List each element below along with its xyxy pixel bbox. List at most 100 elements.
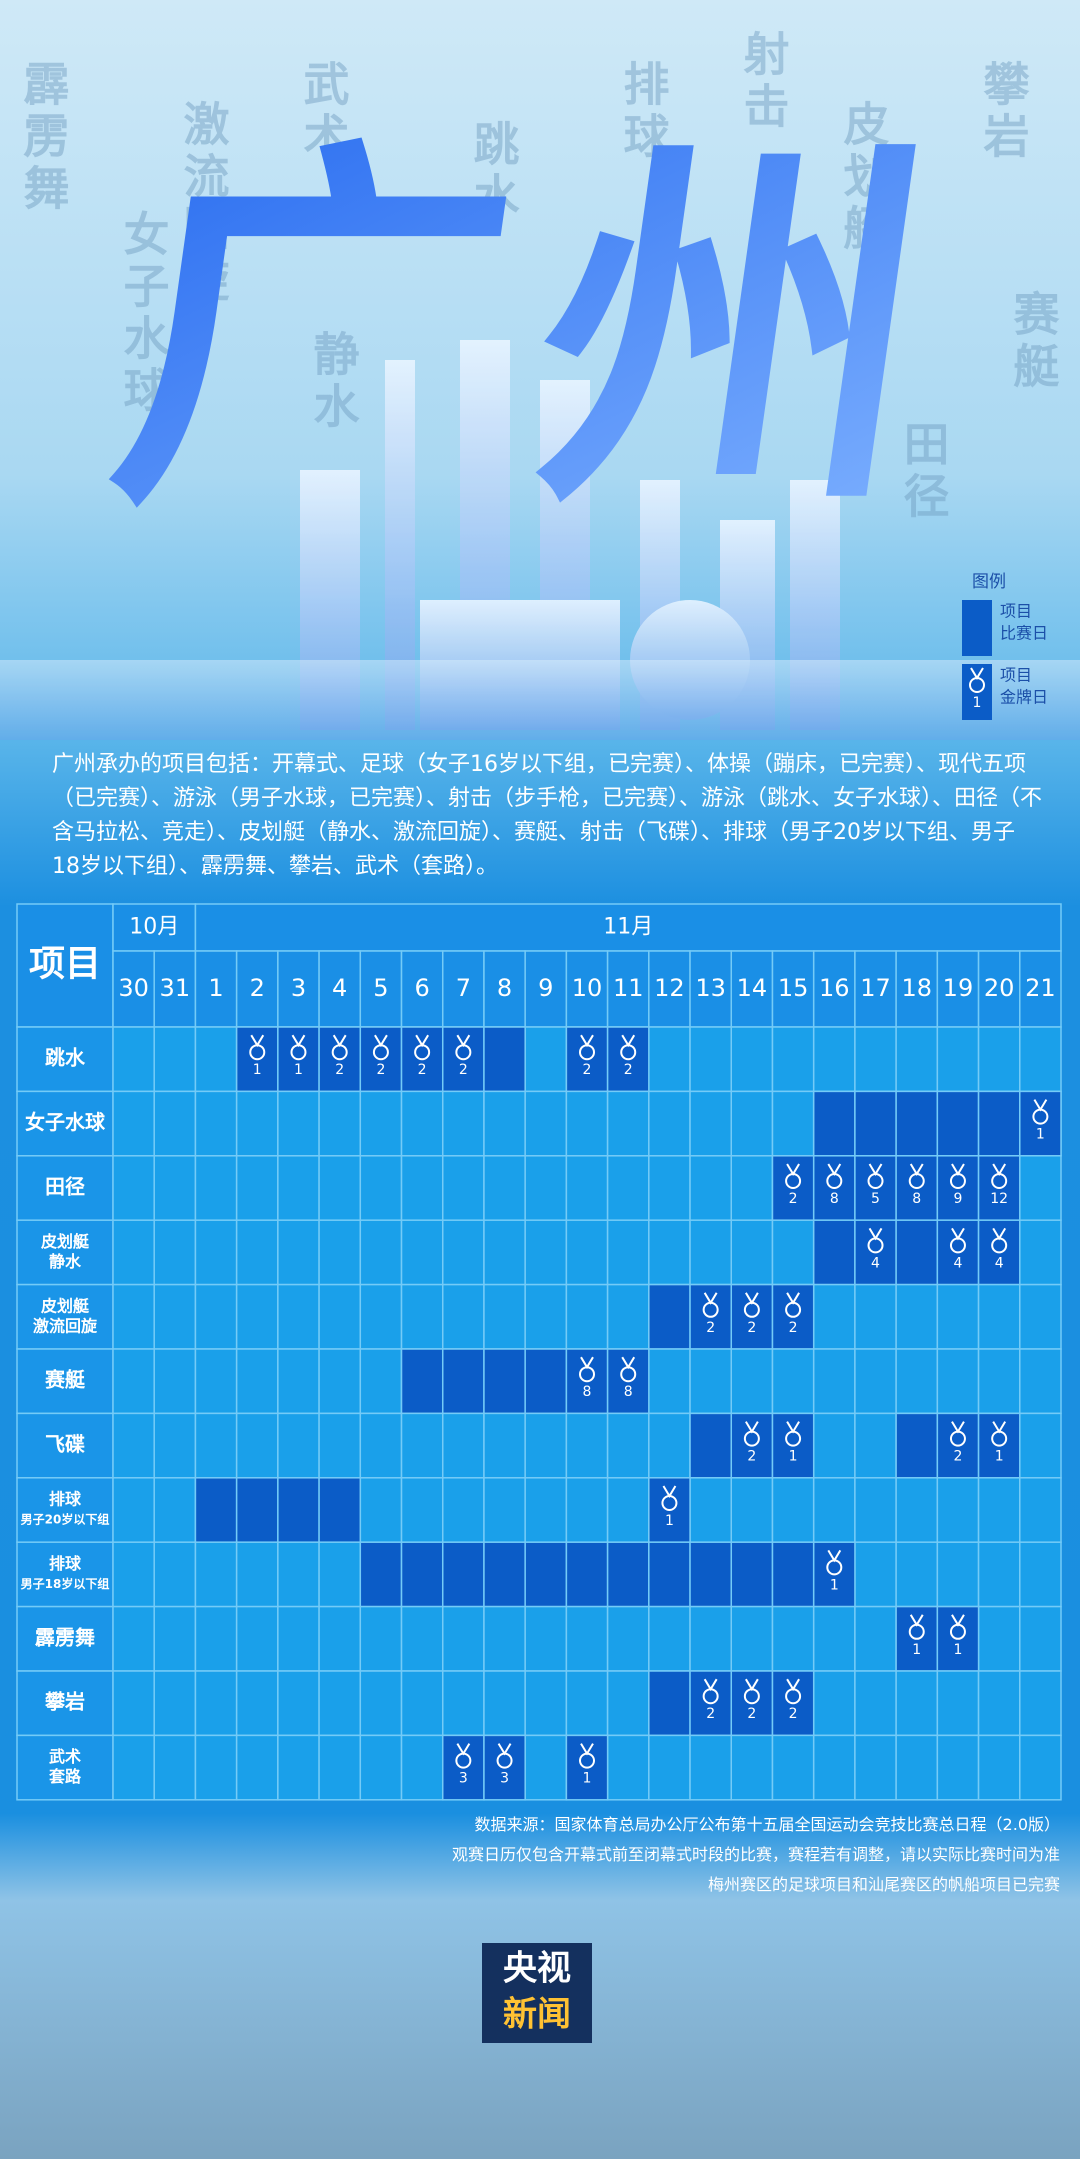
row-name: 女子水球	[25, 1110, 106, 1134]
cell	[318, 1155, 362, 1221]
cell	[812, 1412, 856, 1479]
cell	[112, 1670, 155, 1737]
cell	[1019, 1283, 1062, 1350]
day-label: 3	[291, 974, 306, 1002]
day-label: 1	[208, 974, 223, 1002]
medal-day: 1	[579, 1743, 595, 1787]
cell	[194, 1605, 238, 1672]
day-cell	[730, 950, 774, 1028]
cell	[194, 1026, 238, 1093]
row-name: 武术	[49, 1747, 81, 1766]
note: 数据来源：国家体育总局办公厅公布第十五届全国运动会竞技比赛总日程（2.0版）	[474, 1815, 1060, 1834]
medal-icon	[785, 1301, 802, 1318]
medal-count: 9	[953, 1191, 962, 1207]
cell	[565, 1477, 609, 1543]
day-cell	[606, 950, 650, 1028]
logo-text: 新闻	[503, 1995, 571, 2035]
cell	[277, 1219, 320, 1286]
cell	[606, 1605, 650, 1672]
cell	[441, 1605, 485, 1672]
cell	[648, 1219, 691, 1286]
medal-icon	[331, 1044, 348, 1061]
match-day	[400, 1348, 444, 1415]
cell	[977, 1283, 1021, 1350]
cell	[895, 1026, 939, 1093]
cell	[1019, 1026, 1062, 1093]
cell	[153, 1348, 197, 1415]
cell	[153, 1734, 197, 1801]
medal-day: 2	[414, 1034, 431, 1078]
match-day	[812, 1090, 856, 1157]
cell	[771, 1734, 815, 1801]
medal-icon	[661, 1495, 678, 1511]
cell	[812, 1605, 856, 1672]
medal-count: 1	[583, 1771, 592, 1787]
medal-icon	[579, 1044, 595, 1061]
medal-icon	[991, 1430, 1008, 1447]
cell	[277, 1348, 320, 1415]
medal-count: 1	[995, 1449, 1004, 1465]
cell	[812, 1026, 856, 1093]
medal-count: 2	[376, 1062, 385, 1078]
row-name: 男子20岁以下组	[21, 1512, 110, 1527]
cell	[895, 1283, 939, 1350]
logo: 央视 新闻	[482, 1943, 592, 2043]
medal-day: 2	[743, 1421, 760, 1465]
cell	[112, 1412, 155, 1479]
cell	[112, 1605, 155, 1672]
medal-count: 2	[583, 1062, 592, 1078]
cell	[400, 1155, 444, 1221]
match-day	[895, 1219, 939, 1286]
match-day	[483, 1348, 526, 1415]
cell	[606, 1283, 650, 1350]
cell	[441, 1477, 485, 1543]
medal-day: 4	[867, 1227, 884, 1271]
cell	[648, 1412, 691, 1479]
skyline	[0, 340, 1080, 740]
cell	[565, 1412, 609, 1479]
cell	[483, 1605, 526, 1672]
medal-count: 2	[789, 1191, 798, 1207]
cell	[524, 1219, 568, 1286]
cell	[771, 1026, 815, 1093]
medal-count: 2	[706, 1706, 715, 1722]
cell	[606, 1734, 650, 1801]
medal-icon	[702, 1301, 719, 1318]
medal-icon	[372, 1044, 389, 1061]
cell	[483, 1090, 526, 1157]
cell	[977, 1734, 1021, 1801]
background-word: 跳水	[467, 120, 521, 224]
day-cell	[565, 950, 609, 1028]
row-name: 霹雳舞	[35, 1625, 95, 1649]
day-cell	[854, 950, 897, 1028]
legend-swatch	[962, 600, 992, 656]
cell	[689, 1734, 733, 1801]
cell	[359, 1155, 403, 1221]
cell	[771, 1477, 815, 1543]
cell	[854, 1412, 897, 1479]
cell	[854, 1670, 897, 1737]
match-day	[483, 1734, 526, 1801]
cell	[359, 1090, 403, 1157]
cell	[318, 1348, 362, 1415]
medal-count: 2	[747, 1706, 756, 1722]
row-name: 飞碟	[45, 1432, 85, 1456]
cell	[277, 1090, 320, 1157]
day-label: 16	[819, 974, 850, 1002]
medal-count: 2	[624, 1062, 633, 1078]
day-label: 10	[572, 974, 603, 1002]
cell	[235, 1348, 279, 1415]
cell	[235, 1605, 279, 1672]
cell	[1019, 1219, 1062, 1286]
cell	[194, 1734, 238, 1801]
medal-day: 3	[455, 1743, 472, 1787]
cell	[153, 1090, 197, 1157]
cell	[648, 1026, 691, 1093]
background-word: 霹雳舞	[17, 60, 71, 216]
cell	[524, 1734, 568, 1801]
background-word: 武术	[297, 60, 351, 164]
month-label: 10月	[129, 915, 179, 940]
cell	[359, 1283, 403, 1350]
